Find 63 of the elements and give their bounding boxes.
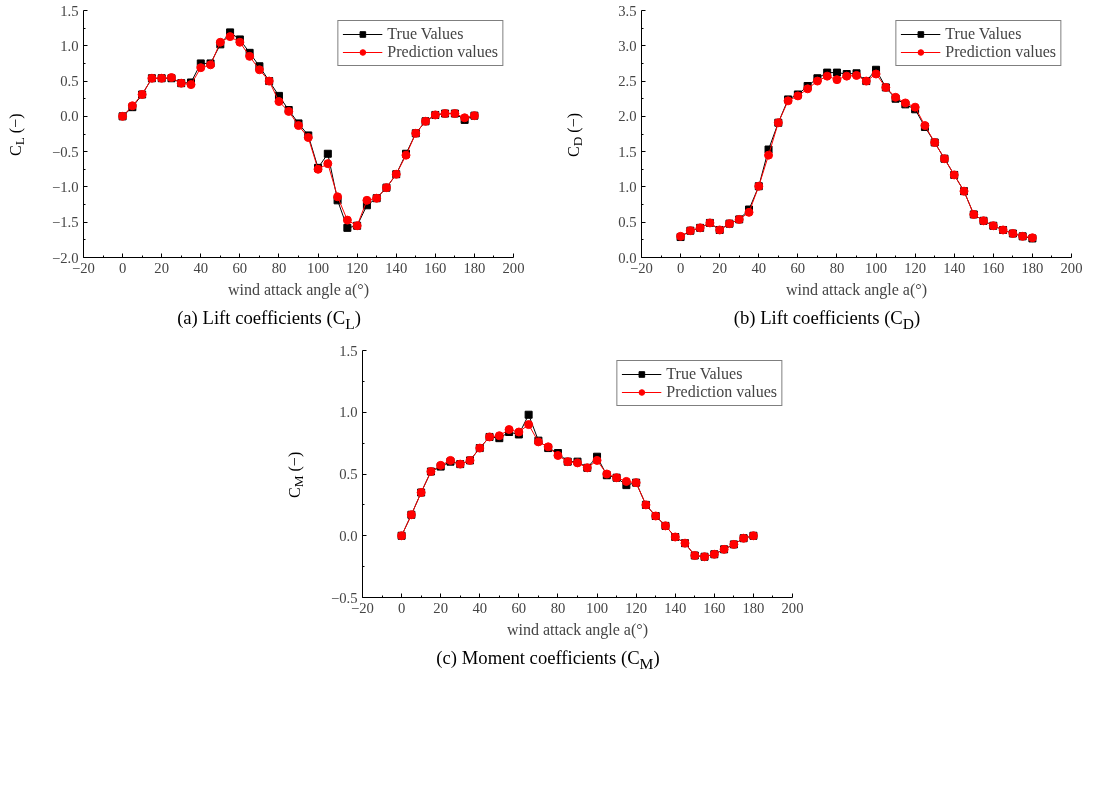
x-tick-label: 60 [232, 259, 248, 276]
x-tick-label: 180 [742, 599, 765, 616]
y-tick-label: 3.0 [618, 37, 637, 54]
x-tick-label: 40 [472, 599, 488, 616]
x-tick-label: 100 [865, 259, 888, 276]
y-tick-label: 0.0 [339, 527, 358, 544]
y-tick-label: 1.0 [60, 37, 79, 54]
x-tick-label: 140 [664, 599, 687, 616]
x-axis-title: wind attack angle a(°) [786, 280, 927, 299]
x-tick-label: 20 [154, 259, 170, 276]
x-tick-label: 120 [625, 599, 648, 616]
x-tick-label: 120 [346, 259, 369, 276]
x-tick-label: 100 [586, 599, 609, 616]
x-axis-title: wind attack angle a(°) [228, 280, 369, 299]
x-tick-label: 40 [751, 259, 767, 276]
text: (b) Lift coefficients (C$_{D}$) [733, 306, 921, 334]
x-tick-label: 80 [271, 259, 287, 276]
legend-label: Prediction values [387, 43, 498, 61]
x-tick-label: 200 [502, 259, 525, 276]
x-tick-label: 0 [676, 259, 685, 276]
x-tick-label: 40 [193, 259, 209, 276]
x-tick-label: 140 [943, 259, 966, 276]
x-tick-label: 80 [550, 599, 566, 616]
x-tick-label: 160 [982, 259, 1005, 276]
legend-label: Prediction values [945, 43, 1056, 61]
y-tick-label: 0.5 [618, 214, 637, 231]
y-tick-label: −1.5 [51, 214, 79, 231]
y-tick-label: 0.5 [339, 466, 358, 482]
y-tick-label: −1.0 [51, 178, 79, 195]
x-tick-label: 160 [424, 259, 447, 276]
x-tick-label: 200 [781, 599, 804, 616]
x-tick-label: 140 [385, 259, 408, 276]
x-tick-label: 20 [433, 599, 449, 616]
x-tick-label: 60 [790, 259, 806, 276]
x-tick-label: 180 [463, 259, 486, 276]
y-tick-label: 0.0 [60, 108, 79, 125]
y-tick-label: −0.5 [51, 143, 79, 160]
y-tick-label: 1.5 [618, 143, 637, 160]
legend-label: True Values [945, 25, 1022, 43]
x-tick-label: 120 [904, 259, 927, 276]
x-tick-label: 100 [307, 259, 330, 276]
y-tick-label: 1.5 [60, 2, 79, 19]
x-tick-label: 60 [511, 599, 527, 616]
y-tick-label: 2.5 [618, 73, 637, 90]
x-tick-label: 20 [712, 259, 728, 276]
x-tick-label: 0 [118, 259, 127, 276]
x-tick-label: 160 [703, 599, 726, 616]
legend-label: Prediction values [666, 383, 777, 401]
legend-label: True Values [666, 365, 743, 383]
legend-label: True Values [387, 25, 464, 43]
y-tick-label: 1.0 [339, 404, 358, 421]
x-tick-label: 80 [829, 259, 845, 276]
text: (a) Lift coefficients (C$_{L}$) [177, 306, 361, 334]
x-tick-label: 180 [1021, 259, 1044, 276]
y-tick-label: 2.0 [618, 108, 637, 125]
x-tick-label: 200 [1060, 259, 1083, 276]
y-tick-label: 1.5 [339, 342, 358, 359]
y-tick-label: 3.5 [618, 2, 637, 19]
x-axis-title: wind attack angle a(°) [507, 620, 648, 639]
y-tick-label: 0.5 [60, 73, 79, 90]
text: (c) Moment coefficients (C$_{M}$) [436, 646, 660, 674]
y-tick-label: 1.0 [618, 178, 637, 195]
x-tick-label: 0 [397, 599, 406, 616]
